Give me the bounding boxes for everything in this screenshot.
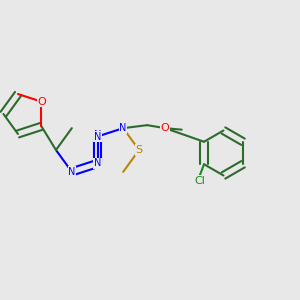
Text: S: S [136,145,142,155]
Text: N: N [119,123,127,133]
Text: N: N [68,167,76,177]
Text: N: N [94,130,101,140]
Text: N: N [94,131,101,142]
Text: N: N [94,131,101,142]
Text: Cl: Cl [194,176,205,186]
Text: N: N [94,158,101,169]
Text: O: O [37,97,46,107]
Text: N: N [94,158,101,169]
Text: N: N [68,167,76,177]
Text: O: O [161,123,170,133]
